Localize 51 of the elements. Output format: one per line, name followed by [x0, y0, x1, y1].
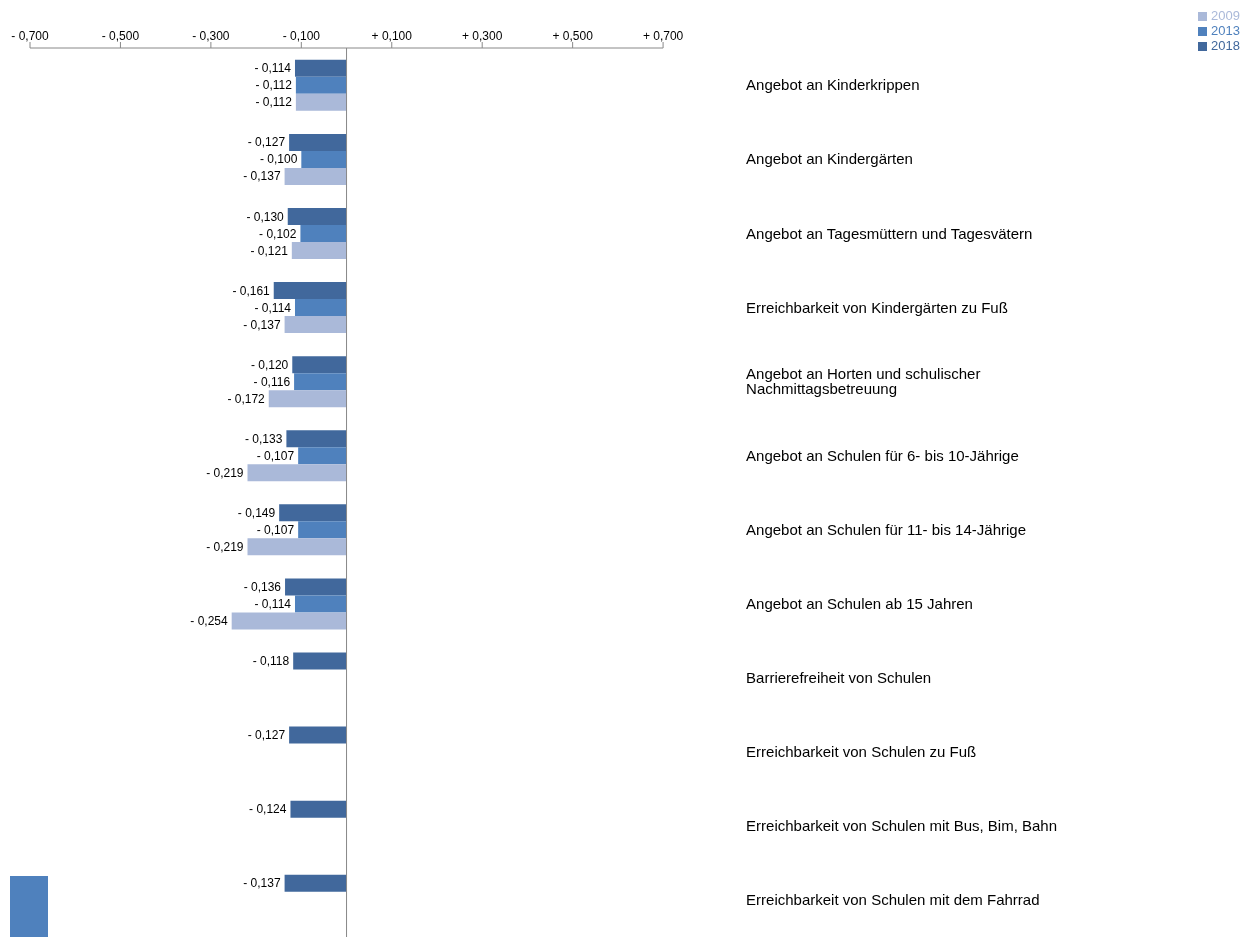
- x-tick-label: + 0,500: [552, 29, 594, 43]
- data-label: - 0,100: [259, 152, 298, 167]
- data-label: - 0,116: [253, 374, 291, 389]
- data-label: - 0,112: [255, 78, 293, 93]
- y-tick-label: Erreichbarkeit von Schulen mit dem Fahrrad: [746, 891, 1040, 909]
- data-label: - 0,114: [254, 596, 292, 611]
- y-tick-label: Erreichbarkeit von Kindergärten zu Fuß: [746, 298, 1008, 316]
- x-tick-label: - 0,500: [101, 29, 140, 43]
- x-tick-label: + 0,700: [642, 29, 684, 43]
- x-tick-label: - 0,100: [282, 29, 321, 43]
- legend-label: 2018: [1211, 38, 1240, 53]
- y-tick-label: Angebot an Kinderkrippen: [746, 76, 920, 94]
- data-label: - 0,112: [255, 95, 293, 110]
- legend-label: 2009: [1211, 8, 1240, 23]
- y-tick-label: Angebot an Horten und schulischer Nachmittagsbetreuung: [746, 365, 981, 398]
- data-label: - 0,107: [256, 448, 295, 463]
- y-tick-label: Barrierefreiheit von Schulen: [746, 669, 932, 687]
- data-label: - 0,172: [227, 391, 266, 406]
- y-tick-label: Erreichbarkeit von Schulen mit Bus, Bim, Bahn: [746, 817, 1058, 835]
- data-label: - 0,137: [243, 876, 281, 891]
- legend-label: 2013: [1211, 23, 1240, 38]
- data-label: - 0,107: [256, 522, 295, 537]
- data-label: - 0,130: [246, 209, 285, 224]
- data-label: - 0,137: [243, 169, 281, 184]
- data-label: - 0,127: [247, 135, 286, 150]
- x-tick-label: - 0,300: [192, 29, 230, 43]
- data-label: - 0,102: [259, 226, 297, 241]
- data-label: - 0,219: [206, 539, 244, 554]
- data-label: - 0,120: [250, 357, 289, 372]
- data-label: - 0,114: [254, 300, 292, 315]
- data-label: - 0,161: [232, 283, 271, 298]
- y-tick-label: Angebot an Kindergärten: [746, 150, 913, 168]
- y-tick-label: Angebot an Schulen für 11- bis 14-Jährige: [746, 520, 1026, 538]
- data-label: - 0,254: [190, 613, 229, 628]
- data-label: - 0,219: [206, 465, 244, 480]
- data-label: - 0,124: [249, 802, 287, 817]
- data-label: - 0,133: [245, 431, 283, 446]
- y-tick-label: Angebot an Schulen für 6- bis 10-Jährige: [746, 446, 1019, 464]
- x-tick-label: + 0,100: [371, 29, 413, 43]
- x-tick-label: + 0,300: [462, 29, 503, 43]
- y-tick-label: Angebot an Schulen ab 15 Jahren: [746, 594, 973, 612]
- data-label: - 0,137: [243, 317, 281, 332]
- data-label: - 0,127: [247, 728, 286, 743]
- data-label: - 0,121: [250, 243, 289, 258]
- data-label: - 0,118: [252, 654, 290, 669]
- y-tick-label: Erreichbarkeit von Schulen zu Fuß: [746, 743, 977, 761]
- data-label: - 0,114: [254, 61, 292, 76]
- data-label: - 0,149: [237, 505, 276, 520]
- x-tick-label: - 0,700: [11, 29, 50, 43]
- data-label: - 0,136: [243, 579, 282, 594]
- y-tick-label: Angebot an Tagesmüttern und Tagesvätern: [746, 224, 1033, 242]
